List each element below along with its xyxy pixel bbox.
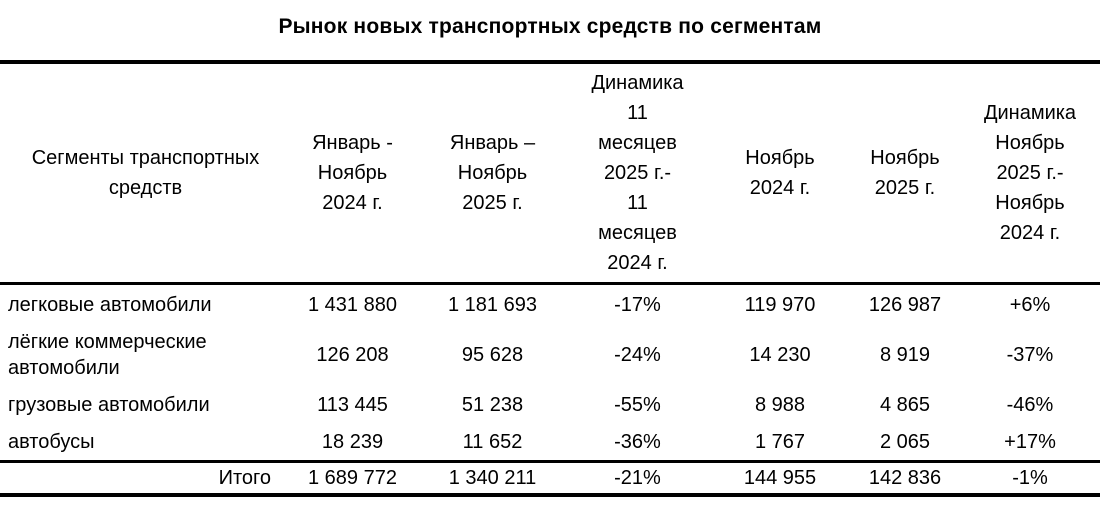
col-header-nov-2024: Ноябрь 2024 г. <box>710 62 850 285</box>
cell-dynamics-nov: -37% <box>1006 344 1054 366</box>
cell-jan-nov-2025: 1 181 693 <box>448 293 537 316</box>
col-header-nov-2025: Ноябрь 2025 г. <box>850 62 960 285</box>
cell-jan-nov-2024: 126 208 <box>316 344 389 366</box>
table-row-light-commercial: лёгкие коммерческие автомобили 126 208 9… <box>0 325 1100 386</box>
table-row-buses: автобусы 18 239 11 652 -36% 1 767 2 065 … <box>0 424 1100 462</box>
page-title: Рынок новых транспортных средств по сегм… <box>278 15 822 38</box>
col-header-dynamics-nov: Динамика Ноябрь 2025 г.- Ноябрь 2024 г. <box>960 62 1100 285</box>
cell-nov-2025: 4 865 <box>879 393 931 416</box>
cell-jan-nov-2024: 113 445 <box>317 393 388 416</box>
table-row-total: Итого 1 689 772 1 340 211 -21% 144 955 1… <box>0 460 1100 495</box>
cell-dynamics-11m: -17% <box>614 293 661 316</box>
cell-dynamics-nov: +6% <box>1009 293 1051 316</box>
segment-label: грузовые автомобили <box>8 393 210 416</box>
cell-dynamics-11m-total: -21% <box>565 460 710 495</box>
cell-jan-nov-2025: 95 628 <box>461 344 524 366</box>
cell-nov-2024: 1 767 <box>754 430 806 453</box>
cell-nov-2025: 8 919 <box>879 344 931 366</box>
cell-jan-nov-2024-total: 1 689 772 <box>285 460 420 495</box>
col-header-dynamics-11m: Динамика 11 месяцев 2025 г.- 11 месяцев … <box>565 62 710 285</box>
table-row-passenger-cars: легковые автомобили 1 431 880 1 181 693 … <box>0 284 1100 325</box>
cell-nov-2025: 126 987 <box>868 293 942 316</box>
cell-dynamics-11m: -55% <box>614 393 661 416</box>
cell-nov-2024: 14 230 <box>749 344 811 366</box>
col-header-jan-nov-2024: Январь - Ноябрь 2024 г. <box>285 62 420 285</box>
cell-dynamics-nov-total: -1% <box>960 460 1100 495</box>
cell-jan-nov-2025-total: 1 340 211 <box>420 460 565 495</box>
segment-label: легковые автомобили <box>8 293 212 316</box>
cell-jan-nov-2025: 51 238 <box>461 393 524 416</box>
table-row-trucks: грузовые автомобили 113 445 51 238 -55% … <box>0 386 1100 424</box>
col-header-jan-nov-2025: Январь – Ноябрь 2025 г. <box>420 62 565 285</box>
cell-nov-2025-total: 142 836 <box>850 460 960 495</box>
segment-label: автобусы <box>8 430 95 453</box>
cell-dynamics-11m: -24% <box>614 344 661 366</box>
cell-jan-nov-2025: 11 652 <box>462 430 523 453</box>
cell-nov-2024: 119 970 <box>744 293 816 316</box>
cell-dynamics-11m: -36% <box>614 430 661 453</box>
segment-label: лёгкие коммерческие автомобили <box>8 331 207 379</box>
total-label: Итого <box>0 460 285 495</box>
cell-dynamics-nov: -46% <box>1006 393 1054 416</box>
col-header-segments: Сегменты транспортных средств <box>0 62 285 285</box>
table-header-row: Сегменты транспортных средств Январь - Н… <box>0 62 1100 285</box>
cell-jan-nov-2024: 1 431 880 <box>308 293 397 316</box>
cell-jan-nov-2024: 18 239 <box>321 430 384 453</box>
cell-nov-2025: 2 065 <box>879 430 931 453</box>
cell-nov-2024-total: 144 955 <box>710 460 850 495</box>
cell-dynamics-nov: +17% <box>1004 430 1056 453</box>
cell-nov-2024: 8 988 <box>754 393 806 416</box>
vehicle-market-table: Сегменты транспортных средств Январь - Н… <box>0 60 1100 497</box>
